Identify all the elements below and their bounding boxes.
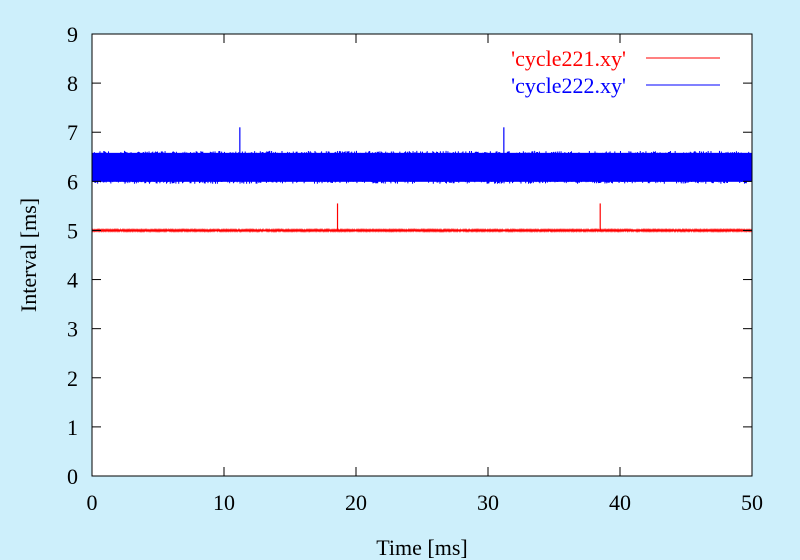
plot-area (92, 34, 752, 476)
y-tick-label-6: 6 (67, 169, 78, 194)
legend: 'cycle221.xy' 'cycle222.xy' (511, 46, 720, 98)
x-tick-label-3: 30 (477, 490, 499, 515)
plot-layer (91, 34, 753, 476)
y-tick-label-4: 4 (67, 268, 78, 293)
series-line-0 (91, 227, 753, 234)
plot-frame (91, 33, 753, 477)
labels-layer: Time [ms] Interval [ms] (16, 198, 468, 560)
x-axis-title: Time [ms] (376, 535, 467, 560)
y-tick-label-9: 9 (67, 22, 78, 47)
x-tick-label-0: 0 (87, 490, 98, 515)
y-tick-label-5: 5 (67, 218, 78, 243)
x-tick-label-4: 40 (609, 490, 631, 515)
y-tick-label-1: 1 (67, 415, 78, 440)
axes-layer: 0 10 20 30 40 50 0 1 2 3 4 5 6 7 8 9 (67, 22, 763, 515)
x-tick-label-2: 20 (345, 490, 367, 515)
legend-label-cycle221: 'cycle221.xy' (511, 46, 626, 71)
y-tick-label-8: 8 (67, 71, 78, 96)
series-band-1 (92, 152, 752, 182)
y-tick-label-2: 2 (67, 366, 78, 391)
y-tick-label-3: 3 (67, 317, 78, 342)
x-tick-label-1: 10 (213, 490, 235, 515)
series-1 (91, 127, 753, 184)
x-tick-label-5: 50 (741, 490, 763, 515)
y-tick-label-7: 7 (67, 120, 78, 145)
y-axis-title: Interval [ms] (16, 198, 41, 312)
series-0 (91, 203, 753, 234)
y-tick-label-0: 0 (67, 464, 78, 489)
legend-label-cycle222: 'cycle222.xy' (511, 73, 626, 98)
